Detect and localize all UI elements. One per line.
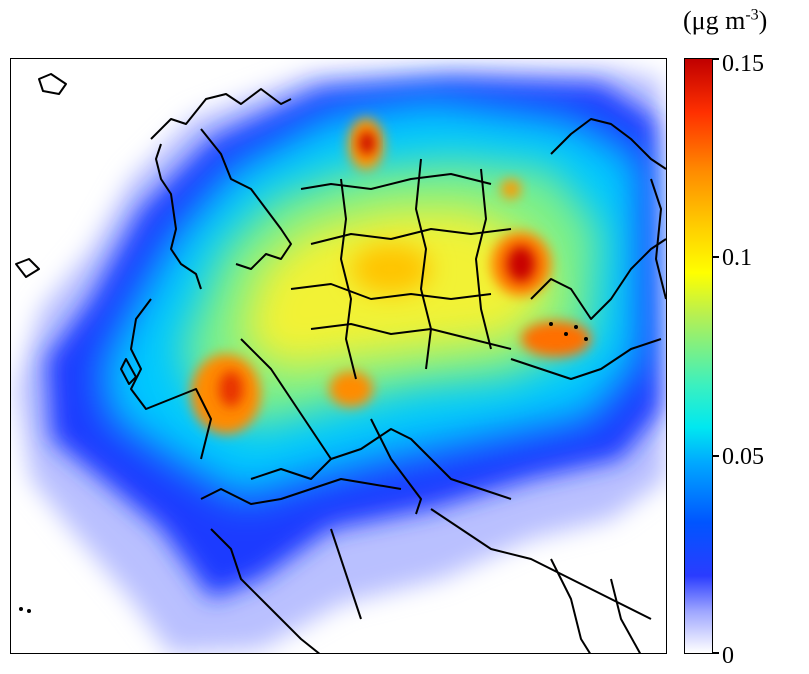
speck (564, 332, 568, 336)
hotspot-north-east-small (501, 179, 521, 199)
island-specks (19, 322, 588, 613)
speck (584, 337, 588, 341)
hotspot-center (329, 371, 373, 407)
coastline-south-land (210, 528, 321, 653)
border-far-south (610, 578, 642, 653)
border-vertical-3 (475, 168, 492, 350)
speck (19, 607, 23, 611)
map-canvas (15, 67, 666, 653)
speck (574, 325, 578, 329)
border-south-3 (550, 558, 591, 653)
border-central-4 (310, 323, 512, 350)
colorbar-tick-label-min: 0 (722, 643, 734, 669)
border-west-long (240, 338, 332, 480)
colorbar-tick-label-max: 0.15 (722, 51, 764, 77)
border-vertical-2 (415, 158, 432, 370)
coastline-east-edge (650, 178, 666, 300)
colorbar-tick-label-mid-high: 0.1 (722, 245, 752, 271)
border-south-1 (330, 528, 362, 620)
hotspot-north-core (359, 131, 375, 155)
coastline-southeast (510, 338, 662, 380)
colorbar (684, 58, 713, 654)
coastlines-and-borders (15, 73, 666, 653)
coastline-south-peninsula (370, 418, 422, 515)
coastline-northwest (155, 143, 202, 290)
coastline-east-long (550, 118, 666, 170)
colorbar-tick (713, 256, 719, 258)
colorbar-tick (713, 455, 719, 457)
concentration-map (10, 58, 667, 654)
hotspot-southeast (521, 321, 591, 357)
coastline-east-lower (530, 238, 666, 320)
coastline-island-left (120, 358, 137, 385)
hotspot-west-core (219, 371, 243, 407)
coastline-west (130, 298, 212, 460)
hotspot-center-north (351, 244, 431, 294)
colorbar-unit-label: (μg m-3) (683, 6, 768, 35)
border-vertical-1 (340, 178, 357, 380)
border-south-2 (430, 508, 652, 620)
colorbar-tick (713, 58, 719, 60)
island-west-small (15, 258, 40, 278)
concentration-field (16, 67, 666, 653)
speck (27, 609, 31, 613)
island-northwest (38, 73, 67, 95)
coastline-southwest (200, 478, 402, 505)
colorbar-tick (713, 652, 719, 654)
hotspot-east-core (507, 246, 535, 282)
colorbar-tick-label-mid-low: 0.05 (722, 444, 764, 470)
border-central-3 (290, 283, 492, 300)
coastline-south-center (330, 428, 512, 500)
coastline-peninsula (200, 128, 292, 270)
border-central-1 (300, 173, 492, 190)
coastline-north (150, 88, 292, 140)
speck (549, 322, 553, 326)
